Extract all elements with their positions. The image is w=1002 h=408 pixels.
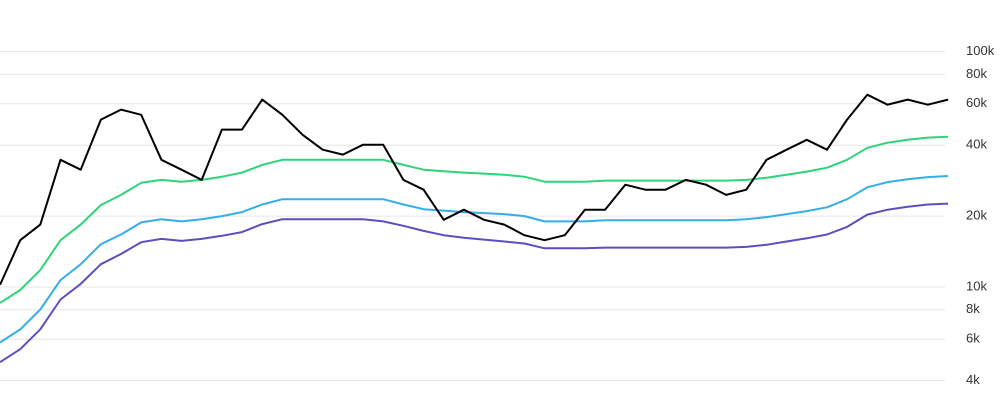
y-tick-label: 60k [966,95,987,110]
series-line [0,202,949,364]
series-line [0,135,949,304]
y-tick-label: 20k [966,208,987,223]
y-tick-label: 8k [966,301,980,316]
series-line [0,93,949,286]
y-tick-label: 10k [966,278,987,293]
y-tick-label: 100k [966,43,995,58]
y-tick-label: 40k [966,137,987,152]
series-line [0,175,949,344]
y-tick-label: 80k [966,66,987,81]
y-tick-label: 4k [966,372,980,387]
y-tick-label: 6k [966,331,980,346]
